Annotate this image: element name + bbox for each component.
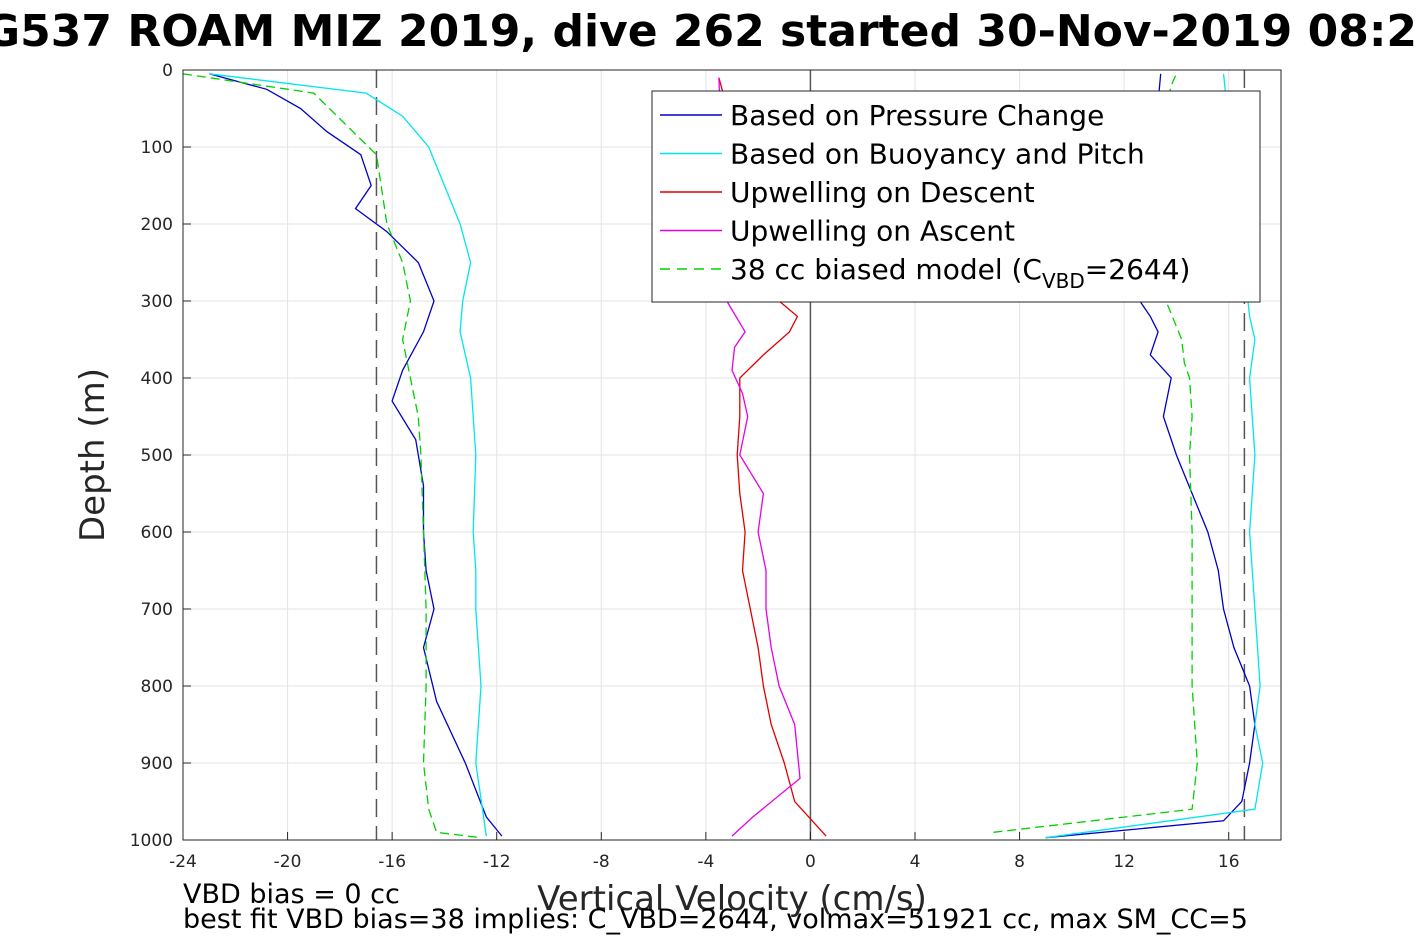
- series-line-buoy_desc: [209, 73, 487, 837]
- x-tick-label: -16: [378, 852, 406, 872]
- legend-label-subscript: VBD: [1042, 269, 1085, 293]
- legend: Based on Pressure Change Based on Buoyanc…: [651, 90, 1261, 303]
- legend-label-main: 38 cc biased model (C: [730, 253, 1042, 286]
- y-tick-label: 500: [141, 446, 173, 466]
- y-axis-label: Depth (m): [73, 368, 113, 542]
- x-axis-ticks: -24 -20 -16 -12 -8 -4 0 4 8 12 16: [169, 832, 1240, 872]
- x-tick-label: 8: [1014, 852, 1025, 872]
- legend-label: 38 cc biased model (CVBD=2644): [730, 253, 1190, 293]
- x-tick-label: -24: [169, 852, 197, 872]
- y-tick-label: 800: [141, 677, 173, 697]
- legend-label: Based on Pressure Change: [730, 99, 1104, 132]
- y-tick-label: 100: [141, 138, 173, 158]
- footer-line-2: best fit VBD bias=38 implies: C_VBD=2644…: [183, 904, 1248, 935]
- legend-items: Based on Pressure Change Based on Buoyanc…: [660, 99, 1190, 293]
- y-tick-label: 400: [141, 369, 173, 389]
- x-tick-label: 4: [910, 852, 921, 872]
- y-tick-label: 200: [141, 215, 173, 235]
- x-tick-label: -12: [483, 852, 511, 872]
- series-line-model_desc: [182, 73, 482, 839]
- series-line-buoy_asc: [1045, 73, 1264, 839]
- x-tick-label: 16: [1218, 852, 1240, 872]
- y-tick-label: 1000: [130, 831, 173, 851]
- x-tick-label: 12: [1113, 852, 1135, 872]
- series-line-model_asc: [993, 73, 1198, 833]
- x-tick-label: 0: [805, 852, 816, 872]
- series-line-up_desc: [718, 77, 827, 837]
- y-tick-label: 900: [141, 754, 173, 774]
- series-line-up_asc: [718, 77, 801, 837]
- y-tick-label: 300: [141, 292, 173, 312]
- chart-title: SG537 ROAM MIZ 2019, dive 262 started 30…: [0, 6, 1417, 57]
- x-tick-label: -4: [697, 852, 714, 872]
- legend-label: Upwelling on Descent: [730, 176, 1035, 209]
- legend-box: [651, 90, 1261, 303]
- series-line-pressure_desc: [208, 73, 503, 837]
- legend-label: Upwelling on Ascent: [730, 215, 1015, 248]
- x-tick-label: -20: [274, 852, 302, 872]
- footer-line-1: VBD bias = 0 cc: [183, 879, 400, 910]
- legend-label-tail: =2644): [1085, 253, 1191, 286]
- y-tick-label: 600: [141, 523, 173, 543]
- y-axis-ticks: 0 100 200 300 400 500 600 700 800 900 1000: [130, 61, 191, 851]
- series-layer: [182, 73, 1264, 839]
- series-line-pressure_asc: [1045, 73, 1256, 839]
- y-tick-label: 700: [141, 600, 173, 620]
- y-tick-label: 0: [162, 61, 173, 81]
- x-axis-label: Vertical Velocity (cm/s): [537, 879, 927, 919]
- legend-label: Based on Buoyancy and Pitch: [730, 138, 1145, 171]
- x-tick-label: -8: [593, 852, 610, 872]
